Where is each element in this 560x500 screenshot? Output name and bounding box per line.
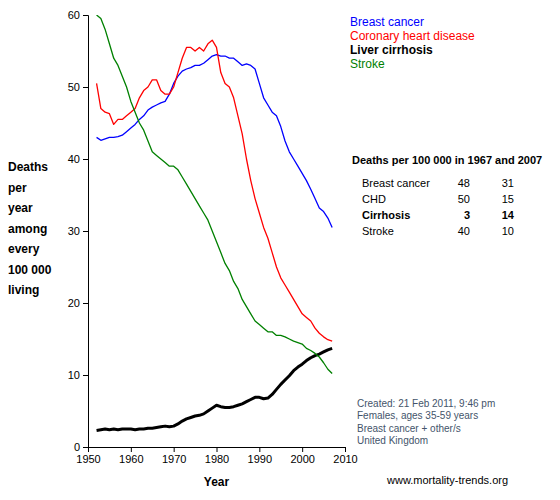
table: Deaths per 100 000 in 1967 and 2007 Breas…	[352, 154, 542, 237]
x-axis: 1950 1960 1970 1980 1990 2000 2010	[76, 447, 357, 465]
tick: 30	[68, 225, 88, 237]
table-title: Deaths per 100 000 in 1967 and 2007	[352, 154, 542, 166]
tick-mark	[83, 87, 88, 88]
table-value: 10	[502, 225, 514, 237]
legend-entry: Liver cirrhosis	[350, 43, 433, 57]
legend-entry: Stroke	[350, 57, 385, 71]
table-value: 50	[458, 193, 470, 205]
tick-mark	[83, 159, 88, 160]
tick-label: 2000	[290, 453, 314, 465]
tick: 1990	[248, 447, 272, 465]
tick: 0	[74, 441, 88, 453]
tick-label: 10	[68, 369, 80, 381]
tick-label: 1970	[162, 453, 186, 465]
tick-label: 1960	[119, 453, 143, 465]
table-value: 48	[458, 177, 470, 189]
tick: 2010	[333, 447, 357, 465]
tick-label: 2010	[333, 453, 357, 465]
legend-entry: Coronary heart disease	[350, 29, 475, 43]
tick-mark	[83, 231, 88, 232]
y-axis: 0 10 20 30 40 50 60	[68, 9, 89, 453]
tick-mark	[259, 447, 260, 452]
table-value: 40	[458, 225, 470, 237]
chart: 1950 1960 1970 1980 1990 2000 2010 0 10 20 30 40 50 6…	[0, 0, 560, 500]
series-line	[97, 55, 333, 228]
series-line	[97, 40, 333, 341]
tick-label: 1980	[205, 453, 229, 465]
y-axis-title: Deaths	[8, 160, 48, 174]
table-label: Stroke	[362, 225, 394, 237]
table-value: 31	[502, 177, 514, 189]
table-label: Breast cancer	[362, 177, 430, 189]
tick-label: 60	[68, 9, 80, 21]
y-axis-title: every	[8, 242, 40, 256]
tick: 40	[68, 153, 88, 165]
legend-entry: Breast cancer	[350, 15, 424, 29]
annotation: Breast cancer + other/s	[357, 423, 461, 434]
y-axis-title: living	[8, 283, 39, 297]
tick: 50	[68, 81, 88, 93]
axis-line	[83, 16, 89, 448]
tick-mark	[174, 447, 175, 452]
legend: Breast cancerCoronary heart diseaseLiver…	[350, 15, 475, 71]
table-value: 3	[464, 209, 470, 221]
tick-mark	[83, 15, 88, 16]
table-value: 14	[502, 209, 515, 221]
annotation: United Kingdom	[357, 435, 428, 446]
tick-label: 1990	[248, 453, 272, 465]
background	[0, 0, 560, 500]
tick-label: 30	[68, 225, 80, 237]
tick-label: 0	[74, 441, 80, 453]
y-axis-title: year	[8, 201, 33, 215]
x-axis-title: Year	[204, 475, 230, 489]
tick-label: 40	[68, 153, 80, 165]
y-axis-title: among	[8, 222, 47, 236]
y-axis-title: 100 000	[8, 263, 52, 277]
tick-label: 20	[68, 297, 80, 309]
tick-label: 1950	[76, 453, 100, 465]
tick-mark	[83, 303, 88, 304]
tick-mark	[217, 447, 218, 452]
y-axis-title: per	[8, 181, 27, 195]
tick: 1960	[119, 447, 143, 465]
tick: 2000	[290, 447, 314, 465]
tick-mark	[83, 447, 88, 448]
tick: 1980	[205, 447, 229, 465]
annotation: Created: 21 Feb 2011, 9:46 pm	[357, 398, 495, 409]
tick: 10	[68, 369, 88, 381]
annotation: Females, ages 35-59 years	[357, 410, 478, 421]
series-line	[97, 15, 333, 374]
axis-line	[89, 448, 346, 453]
tick: 1970	[162, 447, 186, 465]
tick-label: 50	[68, 81, 80, 93]
tick: 20	[68, 297, 88, 309]
tick-mark	[83, 375, 88, 376]
tick-mark	[345, 447, 346, 452]
table-label: CHD	[362, 193, 386, 205]
table-label: Cirrhosis	[362, 209, 410, 221]
tick-mark	[131, 447, 132, 452]
tick-mark	[302, 447, 303, 452]
series-line	[97, 348, 333, 430]
plot-area	[97, 15, 333, 430]
table-value: 15	[502, 193, 514, 205]
source: www.mortality-trends.org	[386, 474, 508, 486]
tick: 60	[68, 9, 88, 21]
